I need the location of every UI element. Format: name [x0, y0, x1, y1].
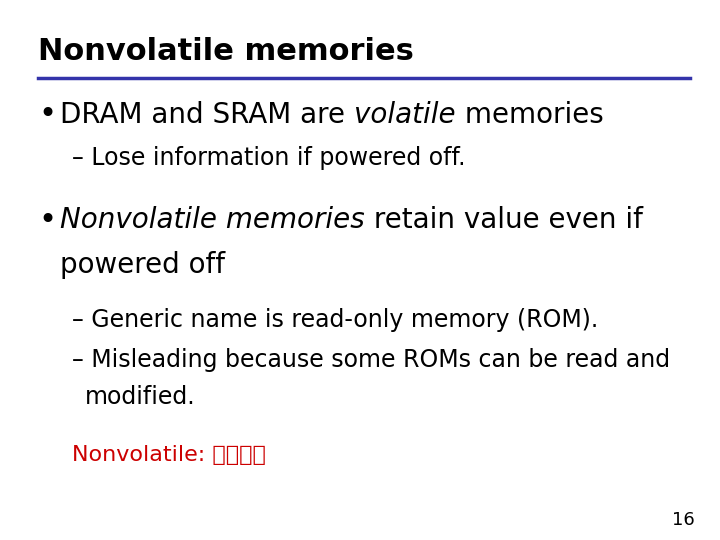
- Text: memories: memories: [456, 101, 603, 129]
- Text: – Generic name is read-only memory (ROM).: – Generic name is read-only memory (ROM)…: [72, 308, 598, 332]
- Text: modified.: modified.: [85, 385, 196, 409]
- Text: volatile: volatile: [354, 101, 456, 129]
- Text: •: •: [38, 206, 56, 234]
- Text: – Misleading because some ROMs can be read and: – Misleading because some ROMs can be re…: [72, 348, 670, 372]
- Text: Nonvolatile memories: Nonvolatile memories: [60, 206, 365, 234]
- Text: 16: 16: [672, 511, 695, 529]
- Text: Nonvolatile: 非易失的: Nonvolatile: 非易失的: [72, 445, 266, 465]
- Text: •: •: [38, 100, 56, 130]
- Text: DRAM and SRAM are: DRAM and SRAM are: [60, 101, 354, 129]
- Text: powered off: powered off: [60, 251, 225, 279]
- Text: Nonvolatile memories: Nonvolatile memories: [38, 37, 414, 66]
- Text: – Lose information if powered off.: – Lose information if powered off.: [72, 146, 466, 170]
- Text: retain value even if: retain value even if: [365, 206, 643, 234]
